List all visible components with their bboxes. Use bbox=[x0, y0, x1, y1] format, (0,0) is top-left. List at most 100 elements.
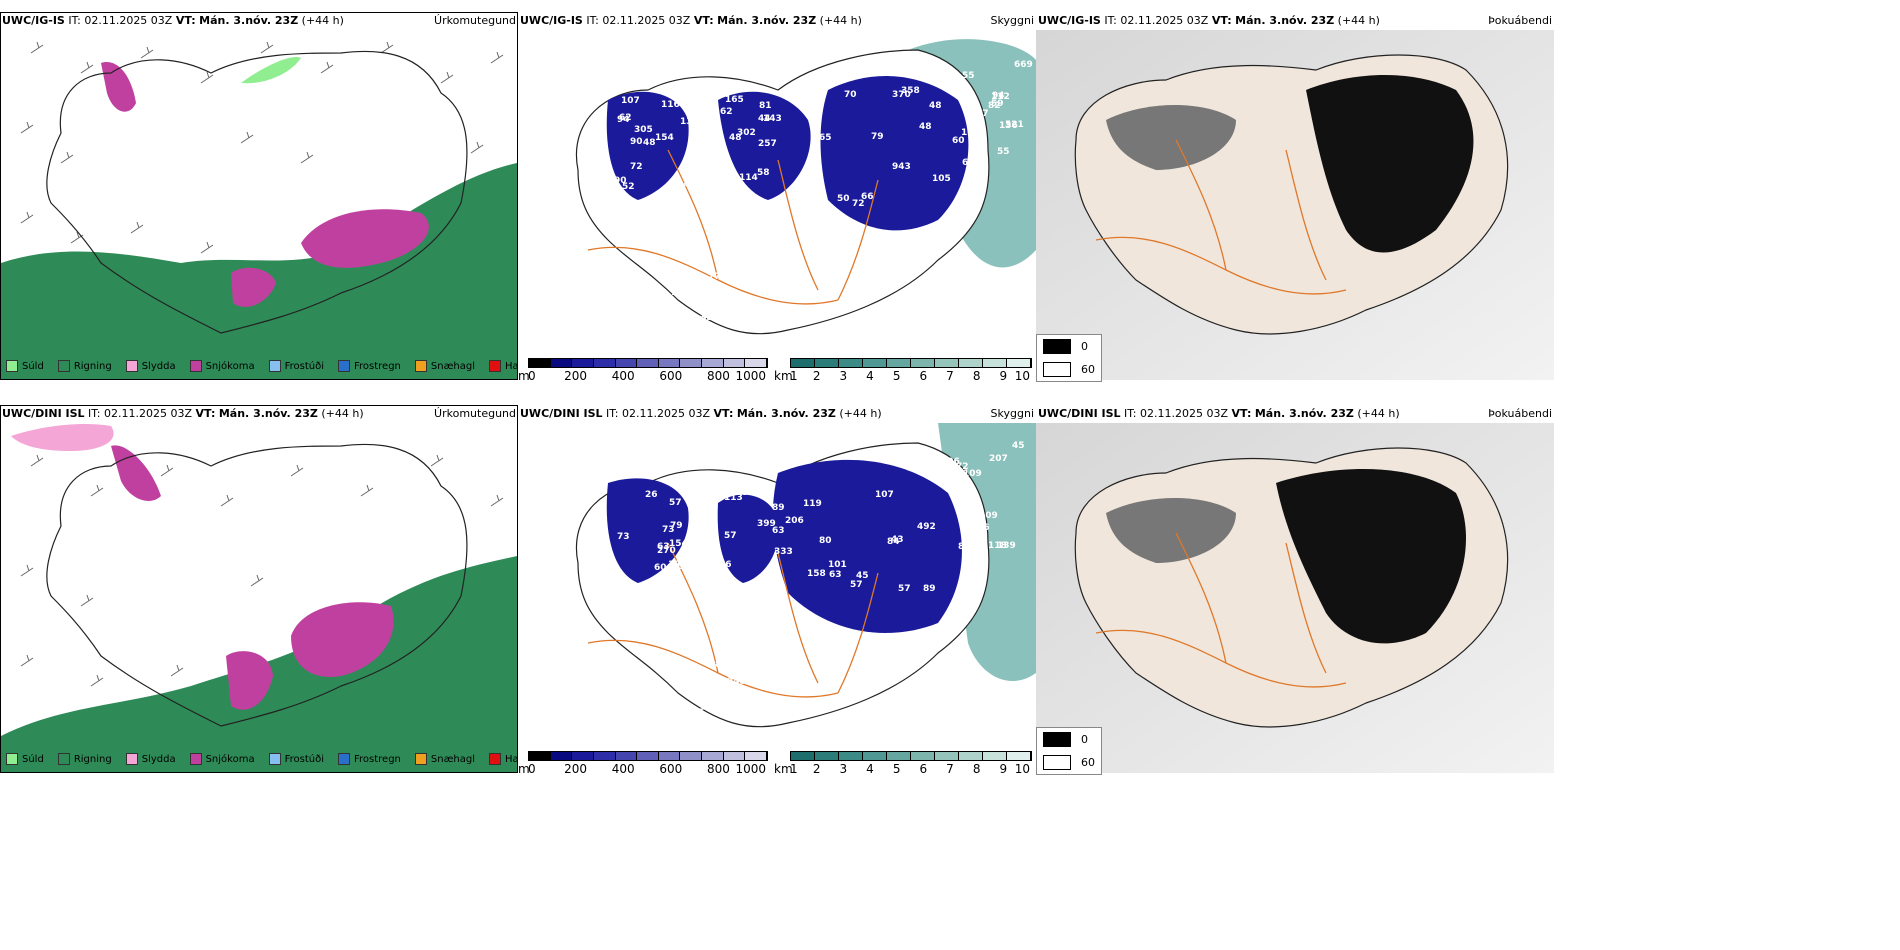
ceiling-value-label: 48 bbox=[729, 133, 742, 143]
ceiling-value-label: 95 bbox=[671, 576, 684, 586]
colorbar-tick-label: 5 bbox=[892, 762, 901, 775]
colorbar-swatch bbox=[815, 359, 839, 367]
ceiling-value-label: 355 bbox=[700, 313, 719, 323]
ceiling-value-label: 78 bbox=[726, 182, 739, 192]
map-area: 943 94 257 120 112 66 116 143 77 82 70 48 48 54 47 48 52… bbox=[518, 30, 1036, 360]
ceiling-value-label: 58 bbox=[709, 307, 722, 317]
ceiling-unit: m bbox=[518, 369, 530, 382]
legend-item: Snjókoma bbox=[189, 753, 255, 765]
ceiling-value-label: 66 bbox=[861, 192, 874, 202]
fog-legend-item: 0 bbox=[1037, 728, 1101, 751]
ceiling-value-label: 77 bbox=[708, 272, 721, 282]
visibility-colorbar: km 1 2 3 4 5 6 7 8 9 10 bbox=[774, 358, 1036, 382]
panel-title: Þokuábendi bbox=[1488, 14, 1552, 27]
legend-item: Snæhagl bbox=[414, 360, 475, 372]
ceiling-value-label: 63 bbox=[772, 526, 785, 536]
fog-map-svg bbox=[1036, 423, 1554, 773]
ceiling-value-label: 73 bbox=[662, 525, 675, 535]
colorbar-tick-label: 10 bbox=[1014, 369, 1030, 382]
ceiling-value-label: 102 bbox=[795, 180, 814, 190]
roads bbox=[1095, 139, 1347, 295]
ceiling-value-label: 248 bbox=[727, 677, 746, 687]
precip-map-svg bbox=[1, 41, 517, 379]
precip-type-panel-top: UWC/IG-IS IT: 02.11.2025 03Z VT: Mán. 3.… bbox=[0, 12, 518, 382]
ceiling-value-label: 154 bbox=[669, 539, 688, 549]
ceiling-value-label: 60 bbox=[952, 136, 965, 146]
iceland-outline bbox=[46, 443, 468, 727]
map-area: 80 26 206 107 106 38 73 89 54 45 43 154 92 73 72 57 60 57… bbox=[518, 423, 1036, 753]
cloud-vis-panel-top: UWC/IG-IS IT: 02.11.2025 03Z VT: Mán. 3.… bbox=[518, 12, 1036, 382]
roads bbox=[587, 149, 879, 305]
colorbar-swatch bbox=[529, 752, 551, 760]
colorbar-swatch bbox=[911, 752, 935, 760]
colorbar-tick-label: 7 bbox=[946, 762, 954, 775]
colorbar-swatch bbox=[863, 359, 887, 367]
colorbar-swatch bbox=[911, 359, 935, 367]
ceiling-value-label: 54 bbox=[694, 674, 707, 684]
fog-legend-item: 0 bbox=[1037, 335, 1101, 358]
ceiling-value-label: 305 bbox=[634, 125, 653, 135]
drizzle-nw bbox=[241, 57, 301, 84]
ceiling-value-label: 131 bbox=[680, 117, 699, 127]
ceiling-value-label: 48 bbox=[643, 138, 656, 148]
colorbar-tick-label: 5 bbox=[892, 369, 901, 382]
visibility-colorbar: km 1 2 3 4 5 6 7 8 9 10 bbox=[774, 751, 1036, 775]
ceiling-value-label: 48 bbox=[929, 101, 942, 111]
ceiling-value-label: 26 bbox=[645, 490, 658, 500]
ceiling-value-label: 62 bbox=[962, 548, 975, 558]
ceiling-value-label: 270 bbox=[657, 546, 676, 556]
ceiling-value-label: 399 bbox=[757, 519, 776, 529]
ceiling-value-label: 92 bbox=[755, 487, 768, 497]
ceiling-value-label: 120 bbox=[673, 316, 692, 326]
ceiling-value-label: 521 bbox=[1005, 120, 1024, 130]
colorbar-tick-label: 1 bbox=[790, 762, 798, 775]
ceiling-value-label: 94 bbox=[992, 91, 1005, 101]
ceiling-value-label: 55 bbox=[997, 147, 1010, 157]
ceiling-value-label: 90 bbox=[630, 137, 643, 147]
roads bbox=[1095, 532, 1347, 688]
ceiling-value-label: 209 bbox=[979, 511, 998, 521]
colorbar-swatch bbox=[637, 359, 659, 367]
ceiling-colorbar: m 0 200 400 600 800 1000 bbox=[518, 751, 768, 775]
ceiling-value-label: 257 bbox=[758, 139, 777, 149]
ceiling-area-nw bbox=[606, 478, 689, 583]
colorbar-swatch bbox=[1007, 359, 1031, 367]
colorbar-tick-label: 2 bbox=[812, 369, 821, 382]
cloud-map-svg: 943 94 257 120 112 66 116 143 77 82 70 48 48 54 47 48 52… bbox=[575, 39, 1036, 335]
map-area bbox=[0, 12, 518, 380]
panel-header: UWC/DINI ISL IT: 02.11.2025 03Z VT: Mán.… bbox=[1038, 407, 1400, 420]
wind-barbs bbox=[20, 454, 504, 707]
ceiling-value-label: 72 bbox=[852, 199, 865, 209]
legend-item: Súld bbox=[6, 753, 44, 765]
ceiling-value-label: 192 bbox=[668, 560, 687, 570]
precip-legend: Súld Rigning Slydda Snjókoma Frostúði Fr… bbox=[6, 360, 518, 372]
legend-item: Haglél bbox=[489, 753, 518, 765]
panel-header: UWC/DINI ISL IT: 02.11.2025 03Z VT: Mán.… bbox=[520, 407, 882, 420]
ceiling-value-label: 60 bbox=[654, 563, 667, 573]
colorbar-swatch bbox=[839, 752, 863, 760]
ceiling-value-label: 86 bbox=[977, 523, 990, 533]
colorbar-tick-label: 400 bbox=[611, 762, 635, 775]
ceiling-value-label: 80 bbox=[819, 536, 832, 546]
ceiling-value-label: 58 bbox=[757, 168, 770, 178]
ceiling-value-label: 105 bbox=[932, 174, 951, 184]
colorbar-swatch bbox=[839, 359, 863, 367]
snow-area-nw bbox=[101, 62, 136, 112]
colorbar-swatch bbox=[615, 752, 638, 760]
ceiling-value-label: 669 bbox=[1014, 60, 1033, 70]
colorbar-swatch bbox=[723, 752, 746, 760]
precip-legend: Súld Rigning Slydda Snjókoma Frostúði Fr… bbox=[6, 753, 518, 765]
colorbar-swatch bbox=[791, 359, 815, 367]
ceiling-value-label: 165 bbox=[725, 95, 744, 105]
ceiling-labels: 943 94 257 120 112 66 116 143 77 82 70 48 48 54 47 48 52… bbox=[614, 60, 1033, 326]
colorbar-swatch bbox=[593, 359, 616, 367]
ceiling-value-label: 50 bbox=[837, 194, 850, 204]
ceiling-value-label: 48 bbox=[683, 180, 696, 190]
colorbar-swatch bbox=[935, 359, 959, 367]
colorbar-swatch bbox=[572, 359, 594, 367]
colorbar-swatch bbox=[615, 359, 638, 367]
colorbar-tick-label: 4 bbox=[866, 369, 874, 382]
ceiling-value-label: 44 bbox=[758, 114, 771, 124]
panel-title: Skyggni bbox=[990, 14, 1034, 27]
panel-header: UWC/IG-IS IT: 02.11.2025 03Z VT: Mán. 3.… bbox=[520, 14, 862, 27]
